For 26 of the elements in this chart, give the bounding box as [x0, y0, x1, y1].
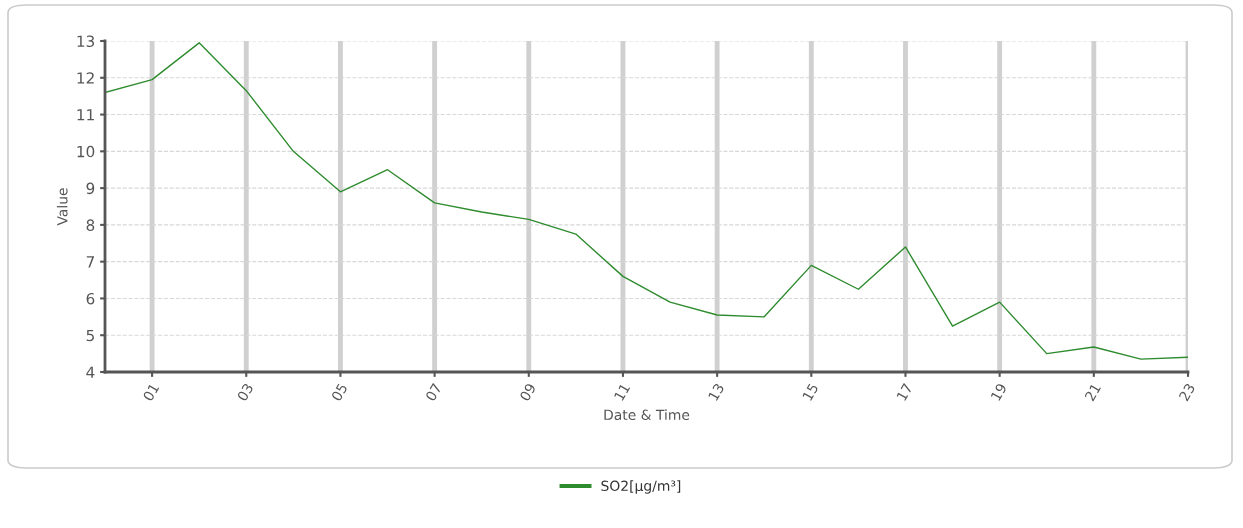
line-series	[105, 42, 1188, 360]
x-tick-label: 15	[802, 382, 819, 402]
y-tick-label: 4	[86, 366, 95, 378]
x-axis-title: Date & Time	[604, 409, 690, 421]
y-tick-label: 13	[77, 35, 95, 48]
x-tick-label: 21	[1084, 382, 1101, 402]
x-tick-label: 11	[613, 383, 631, 401]
x-tick-label: 05	[330, 382, 348, 402]
y-tick-label: 5	[86, 329, 94, 342]
y-tick-label: 9	[86, 182, 95, 195]
y-tick-label: 7	[86, 256, 94, 268]
y-tick-label: 6	[86, 292, 95, 305]
x-tick-label: 23	[1178, 382, 1196, 402]
x-tick-label: 09	[519, 382, 537, 402]
y-axis-title: Value	[56, 188, 68, 226]
y-tick-label: 11	[77, 109, 94, 121]
legend-label: SO2[µg/m³]	[601, 480, 681, 494]
x-tick-label: 13	[707, 382, 725, 402]
y-tick-label: 10	[77, 145, 95, 158]
y-tick-label: 8	[86, 219, 95, 231]
x-tick-label: 03	[236, 382, 254, 402]
x-tick-label: 01	[142, 382, 160, 402]
x-tick-label: 19	[990, 382, 1008, 402]
x-tick-label: 17	[896, 382, 913, 401]
y-tick-label: 12	[77, 72, 94, 84]
x-tick-label: 07	[425, 382, 442, 402]
